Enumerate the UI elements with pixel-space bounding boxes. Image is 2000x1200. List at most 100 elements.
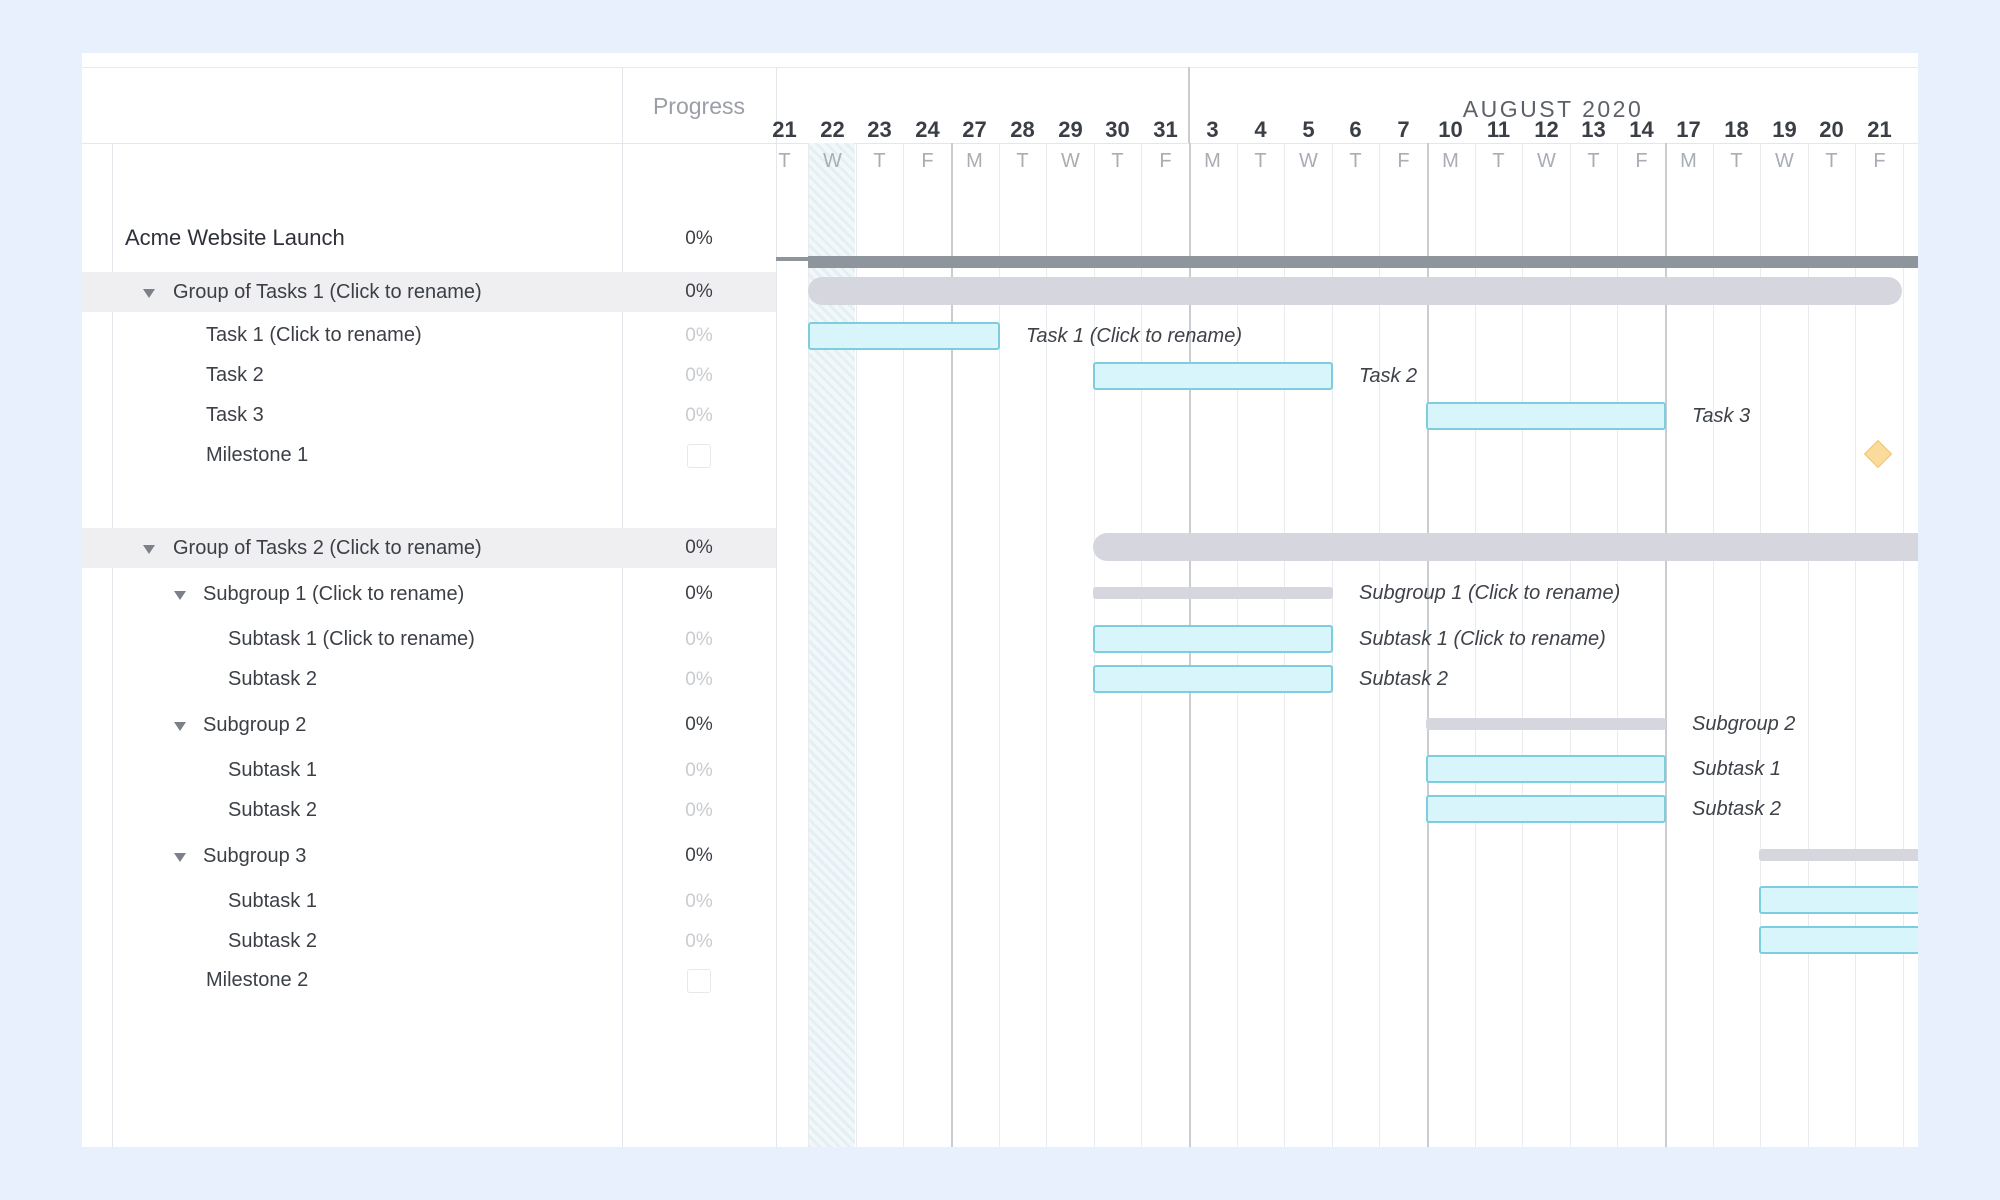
group-1-bar[interactable]: [808, 277, 1902, 305]
project-bar[interactable]: [808, 256, 1918, 268]
day-number: 28: [1010, 117, 1035, 142]
day-gridline: [903, 143, 904, 1147]
day-gridline: [1046, 143, 1047, 1147]
day-weekday: M: [1204, 150, 1221, 172]
day-number: 19: [1772, 117, 1797, 142]
triangle-down-icon[interactable]: [174, 722, 186, 731]
subgroup-3-subtask-2-name[interactable]: Subtask 2: [228, 930, 317, 952]
task-3-name[interactable]: Task 3: [206, 404, 264, 426]
project-name[interactable]: Acme Website Launch: [125, 225, 345, 250]
day-weekday: T: [1254, 150, 1267, 172]
day-weekday: F: [921, 150, 934, 172]
subgroup-3-subtask-1-name[interactable]: Subtask 1: [228, 890, 317, 912]
subgroup-2-subtask-1-name[interactable]: Subtask 1: [228, 759, 317, 781]
project-progress: 0%: [685, 228, 713, 249]
group-2-bar[interactable]: [1093, 533, 1918, 561]
triangle-down-icon[interactable]: [143, 545, 155, 554]
subgroup-2-subtask-2-name[interactable]: Subtask 2: [228, 799, 317, 821]
subgroup-3-subtask-2-bar[interactable]: [1759, 926, 1918, 954]
day-number: 23: [867, 117, 892, 142]
subgroup-1-subtask-1-name[interactable]: Subtask 1 (Click to rename): [228, 628, 475, 650]
milestone-1-checkbox[interactable]: [687, 444, 711, 468]
subgroup-2-bar[interactable]: [1426, 718, 1666, 730]
day-gridline: [1570, 143, 1571, 1147]
milestone-1-name[interactable]: Milestone 1: [206, 444, 309, 466]
day-number: 21: [772, 117, 797, 142]
day-number: 30: [1105, 117, 1130, 142]
day-number: 17: [1676, 117, 1701, 142]
day-gridline: [1808, 143, 1809, 1147]
day-number: 27: [962, 117, 987, 142]
subgroup-3-name[interactable]: Subgroup 3: [203, 845, 307, 867]
group-2-name[interactable]: Group of Tasks 2 (Click to rename): [173, 537, 482, 559]
subgroup-1-name[interactable]: Subgroup 1 (Click to rename): [203, 583, 465, 605]
subgroup-1-subtask-1-bar-label: Subtask 1 (Click to rename): [1359, 628, 1606, 650]
day-number: 20: [1819, 117, 1844, 142]
group-row-highlight: [82, 528, 776, 568]
day-number: 13: [1581, 117, 1606, 142]
day-number: 5: [1302, 117, 1315, 142]
day-gridline: [999, 143, 1000, 1147]
day-gridline: [1427, 143, 1429, 1147]
subgroup-2-subtask-1-bar-label: Subtask 1: [1692, 758, 1781, 780]
subgroup-3-bar[interactable]: [1759, 849, 1918, 861]
subgroup-1-progress: 0%: [685, 583, 713, 604]
today-column: [808, 143, 855, 1147]
day-weekday: T: [1825, 150, 1838, 172]
day-number: 12: [1534, 117, 1559, 142]
day-weekday: T: [778, 150, 791, 172]
subgroup-2-subtask-2-progress[interactable]: 0%: [685, 800, 713, 821]
day-gridline: [1855, 143, 1856, 1147]
progress-column-header[interactable]: Progress: [652, 93, 746, 119]
task-3-progress[interactable]: 0%: [685, 405, 713, 426]
subgroup-3-subtask-1-progress[interactable]: 0%: [685, 891, 713, 912]
task-2-progress[interactable]: 0%: [685, 365, 713, 386]
subgroup-1-subtask-2-bar-label: Subtask 2: [1359, 668, 1448, 690]
triangle-down-icon[interactable]: [143, 289, 155, 298]
diamond-icon[interactable]: [1863, 439, 1893, 469]
day-number: 10: [1438, 117, 1463, 142]
subgroup-2-subtask-1-bar[interactable]: [1426, 755, 1666, 783]
day-weekday: F: [1635, 150, 1648, 172]
task-1-name[interactable]: Task 1 (Click to rename): [206, 324, 422, 346]
triangle-down-icon[interactable]: [174, 853, 186, 862]
day-weekday: M: [1442, 150, 1459, 172]
task-1-progress[interactable]: 0%: [685, 325, 713, 346]
task-2-bar[interactable]: [1093, 362, 1333, 390]
subgroup-2-subtask-2-bar[interactable]: [1426, 795, 1666, 823]
subgroup-1-subtask-1-progress[interactable]: 0%: [685, 629, 713, 650]
subgroup-2-name[interactable]: Subgroup 2: [203, 714, 307, 736]
gantt-chart: Progress AUGUST 2020 21 T 22 W 23 T 24 F 27 M 28 T 2…: [82, 53, 1918, 1147]
day-gridline: [1617, 143, 1618, 1147]
subgroup-3-subtask-2-progress[interactable]: 0%: [685, 931, 713, 952]
day-gridline: [1760, 143, 1761, 1147]
subgroup-3-subtask-1-bar[interactable]: [1759, 886, 1918, 914]
day-weekday: T: [1587, 150, 1600, 172]
day-weekday: W: [1775, 150, 1794, 172]
group-1-name[interactable]: Group of Tasks 1 (Click to rename): [173, 281, 482, 303]
group-row-highlight: [82, 272, 776, 312]
group-1-progress: 0%: [685, 281, 713, 302]
task-3-bar[interactable]: [1426, 402, 1666, 430]
day-gridline: [1475, 143, 1476, 1147]
subgroup-1-subtask-2-name[interactable]: Subtask 2: [228, 668, 317, 690]
day-weekday: T: [1492, 150, 1505, 172]
subgroup-1-subtask-1-bar[interactable]: [1093, 625, 1333, 653]
subgroup-2-subtask-1-progress[interactable]: 0%: [685, 760, 713, 781]
header-divider: [82, 143, 1918, 144]
task-1-bar[interactable]: [808, 322, 1000, 350]
milestone-2-checkbox[interactable]: [687, 969, 711, 993]
day-weekday: T: [1111, 150, 1124, 172]
day-gridline: [1665, 143, 1667, 1147]
day-weekday: M: [966, 150, 983, 172]
subgroup-1-subtask-2-bar[interactable]: [1093, 665, 1333, 693]
day-weekday: W: [1299, 150, 1318, 172]
subgroup-1-bar[interactable]: [1093, 587, 1333, 599]
task-2-name[interactable]: Task 2: [206, 364, 264, 386]
triangle-down-icon[interactable]: [174, 591, 186, 600]
milestone-2-name[interactable]: Milestone 2: [206, 969, 309, 991]
task-1-bar-label: Task 1 (Click to rename): [1026, 325, 1242, 347]
subgroup-2-bar-label: Subgroup 2: [1692, 713, 1796, 735]
day-weekday: W: [1061, 150, 1080, 172]
subgroup-1-subtask-2-progress[interactable]: 0%: [685, 669, 713, 690]
